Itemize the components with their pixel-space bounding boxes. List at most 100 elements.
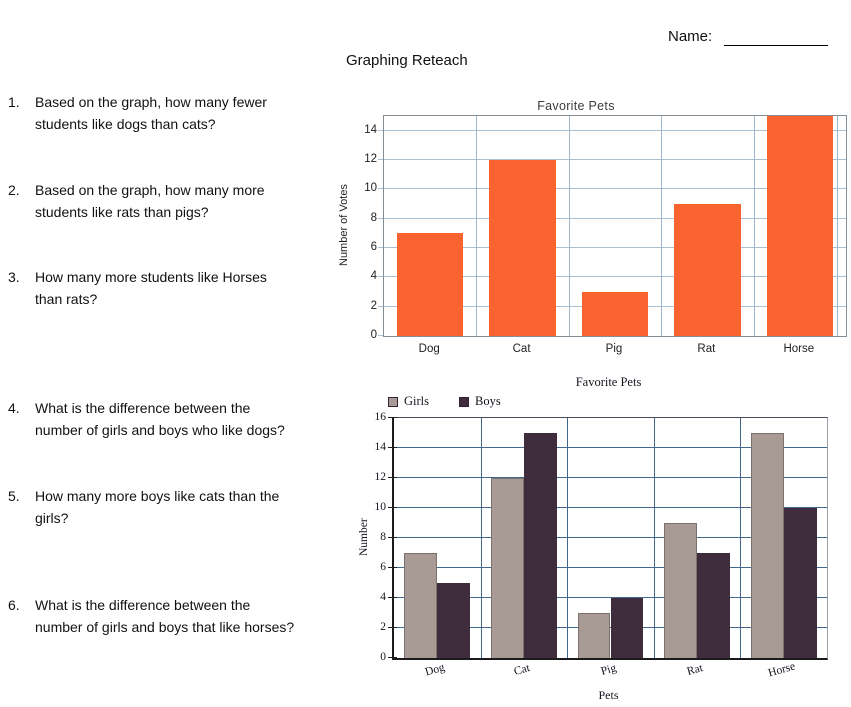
name-blank-line	[724, 28, 829, 46]
gridline	[394, 567, 827, 568]
y-tick-label: 2	[370, 299, 377, 312]
y-tick-label: 10	[374, 501, 387, 513]
gridline	[384, 129, 846, 131]
question-text-line: than rats?	[35, 291, 98, 307]
question-text: Based on the graph, how many fewer studen…	[35, 91, 365, 135]
tick-mark	[388, 477, 397, 478]
bar-boys-cat	[523, 433, 557, 658]
x-axis-title: Pets	[598, 688, 619, 702]
gridline	[384, 247, 846, 248]
bar-rat	[674, 204, 741, 336]
legend-label-boys: Boys	[475, 394, 501, 408]
y-tick-label: 8	[380, 531, 386, 543]
page-title: Graphing Reteach	[346, 52, 468, 69]
tick-mark	[388, 417, 397, 418]
gridline	[394, 477, 827, 478]
name-field: Name:	[668, 28, 829, 46]
legend: Girls Boys	[388, 394, 501, 409]
bar-boys-dog	[437, 583, 471, 658]
question-text-line: Based on the graph, how many fewer	[35, 94, 267, 110]
y-tick-label: 12	[374, 471, 387, 483]
question-6: 6. What is the difference between the numb…	[8, 594, 365, 638]
gridline	[837, 116, 838, 336]
x-category-label-text: Cat	[512, 662, 532, 678]
x-axis-labels: Dog Cat Pig Rat Horse	[392, 660, 825, 688]
bar-horse	[766, 116, 834, 336]
y-tick-label: 14	[374, 441, 387, 453]
gridline	[394, 507, 827, 508]
x-category-label-text: Dog	[424, 661, 447, 679]
tick-mark	[388, 657, 397, 658]
question-text-line: number of girls and boys who like dogs?	[35, 422, 285, 438]
tick-mark	[378, 188, 383, 190]
bar-dog	[396, 233, 464, 336]
tick-mark	[388, 597, 397, 598]
question-text-line: What is the difference between the	[35, 597, 251, 613]
question-text: What is the difference between the number…	[35, 397, 365, 441]
y-tick-label: 6	[370, 241, 377, 253]
question-2: 2. Based on the graph, how many more stude…	[8, 179, 365, 223]
chart-title: Favorite Pets	[537, 99, 615, 113]
x-category-label: Horse	[738, 660, 825, 679]
boys-swatch-icon	[459, 396, 469, 407]
y-axis-ticks: 0 2 4 6 8 10 12 14	[340, 115, 377, 341]
chart-title: Favorite Pets	[575, 375, 642, 389]
tick-mark	[378, 217, 383, 219]
question-1: 1. Based on the graph, how many fewer stud…	[8, 91, 365, 135]
gridline	[740, 418, 742, 658]
bar-girls-pig	[577, 613, 611, 658]
gridline	[384, 217, 846, 219]
question-text-line: students like dogs than cats?	[35, 116, 216, 132]
tick-mark	[388, 627, 397, 628]
y-tick-label: 12	[364, 153, 377, 165]
x-category-label: Horse	[783, 343, 815, 355]
tick-mark	[388, 567, 397, 568]
x-category-label: Rat	[697, 343, 716, 355]
tick-mark	[378, 335, 383, 336]
gridline	[384, 159, 846, 160]
gridline	[661, 116, 663, 336]
name-label: Name:	[668, 28, 713, 45]
question-text-line: Based on the graph, how many more	[35, 182, 265, 198]
x-category-label: Cat	[479, 662, 566, 678]
y-tick-label: 10	[364, 182, 377, 195]
bar-girls-cat	[490, 478, 524, 658]
tick-mark	[378, 276, 383, 278]
plot-area	[388, 417, 828, 660]
question-text: How many more boys like cats than the gir…	[35, 485, 365, 529]
x-category-label: Cat	[512, 343, 531, 355]
plot-area	[378, 115, 847, 337]
x-category-label: Rat	[652, 662, 739, 678]
tick-mark	[378, 159, 383, 160]
question-text: What is the difference between the number…	[35, 594, 365, 638]
bar-girls-horse	[750, 433, 784, 658]
question-3: 3. How many more students like Horses than…	[8, 266, 365, 310]
bar-girls-rat	[664, 523, 698, 658]
x-category-label-text: Horse	[766, 660, 797, 680]
bar-girls-dog	[404, 553, 438, 658]
bar-boys-horse	[783, 508, 817, 658]
gridline	[476, 116, 478, 336]
gridline	[567, 418, 569, 658]
bar-cat	[489, 160, 556, 336]
question-5: 5. How many more boys like cats than the g…	[8, 485, 365, 529]
y-tick-label: 0	[370, 329, 377, 341]
question-number: 2.	[8, 182, 20, 198]
x-axis-labels: Dog Cat Pig Rat Horse	[383, 343, 845, 359]
y-tick-label: 4	[370, 270, 377, 283]
question-number: 5.	[8, 488, 20, 504]
tick-mark	[378, 247, 383, 248]
question-number: 6.	[8, 597, 20, 613]
legend-label-girls: Girls	[404, 394, 429, 408]
question-text: Based on the graph, how many more student…	[35, 179, 365, 223]
question-number: 4.	[8, 400, 20, 416]
y-tick-label: 16	[374, 411, 387, 423]
tick-mark	[388, 507, 397, 508]
y-tick-label: 6	[380, 561, 386, 573]
question-text: How many more students like Horses than r…	[35, 266, 365, 310]
question-text-line: girls?	[35, 510, 69, 526]
x-category-label: Pig	[565, 662, 652, 678]
bar-boys-pig	[610, 598, 644, 658]
x-category-label: Dog	[418, 343, 440, 355]
question-text-line: What is the difference between the	[35, 400, 251, 416]
